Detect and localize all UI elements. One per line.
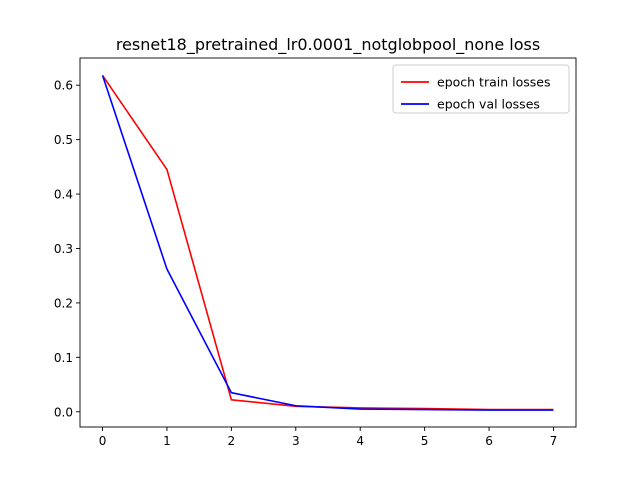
y-axis: 0.0 0.1 0.2 0.3 0.4 0.5 0.6 — [54, 79, 80, 419]
x-tick-label: 2 — [228, 434, 236, 448]
legend: epoch train losses epoch val losses — [392, 64, 570, 114]
y-tick-label: 0.5 — [54, 133, 73, 147]
series-line-val — [101, 75, 554, 411]
y-tick-label: 0.4 — [54, 188, 73, 202]
x-tick-label: 1 — [163, 434, 171, 448]
axes-frame — [79, 57, 577, 428]
legend-entry-label: epoch val losses — [437, 97, 540, 112]
legend-entry-label: epoch train losses — [437, 75, 550, 90]
x-axis: 0 1 2 3 4 5 6 7 — [99, 427, 558, 448]
y-tick-label: 0.1 — [54, 351, 73, 365]
x-tick-label: 6 — [485, 434, 493, 448]
legend-box — [392, 64, 570, 114]
x-tick-label: 3 — [292, 434, 300, 448]
y-tick-label: 0.3 — [54, 242, 73, 256]
y-tick-label: 0.2 — [54, 296, 73, 310]
plot-area — [79, 57, 577, 428]
chart-title: resnet18_pretrained_lr0.0001_notglobpool… — [116, 35, 540, 55]
x-tick-label: 7 — [550, 434, 558, 448]
series-layer — [101, 74, 554, 411]
x-tick-label: 0 — [99, 434, 107, 448]
y-tick-label: 0.0 — [54, 405, 73, 419]
plot-background — [80, 58, 576, 427]
x-tick-label: 4 — [356, 434, 364, 448]
y-tick-label: 0.6 — [54, 79, 73, 93]
x-tick-label: 5 — [421, 434, 429, 448]
